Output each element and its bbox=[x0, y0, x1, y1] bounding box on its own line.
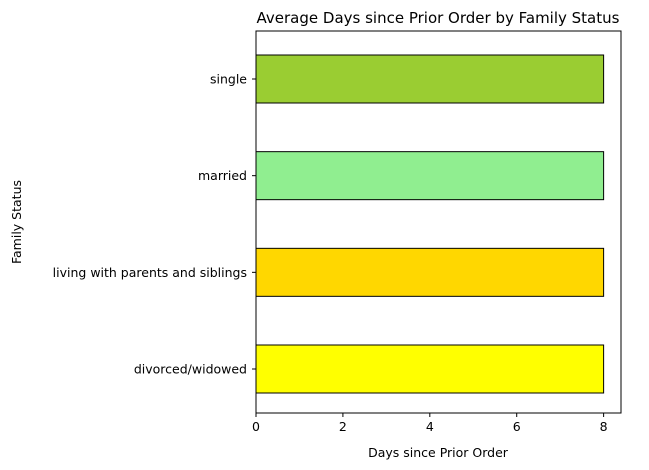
y-tick-label: single bbox=[210, 72, 247, 87]
x-axis-title: Days since Prior Order bbox=[368, 445, 509, 460]
y-axis-title: Family Status bbox=[9, 180, 24, 264]
y-tick-label: married bbox=[198, 168, 247, 183]
bar bbox=[255, 54, 605, 104]
x-tick-label: 6 bbox=[513, 419, 521, 434]
bar bbox=[255, 247, 605, 297]
chart-title: Average Days since Prior Order by Family… bbox=[257, 9, 620, 27]
plot-area: divorced/widowed living with parents and … bbox=[53, 30, 622, 434]
y-tick-label: living with parents and siblings bbox=[53, 265, 247, 280]
x-tick-label: 4 bbox=[426, 419, 434, 434]
bar bbox=[255, 344, 605, 394]
x-tick-label: 0 bbox=[252, 419, 260, 434]
y-tick-label: divorced/widowed bbox=[134, 362, 247, 377]
bar bbox=[255, 151, 605, 201]
x-tick-label: 2 bbox=[339, 419, 347, 434]
axes-frame bbox=[255, 30, 622, 414]
x-tick-label: 8 bbox=[600, 419, 608, 434]
